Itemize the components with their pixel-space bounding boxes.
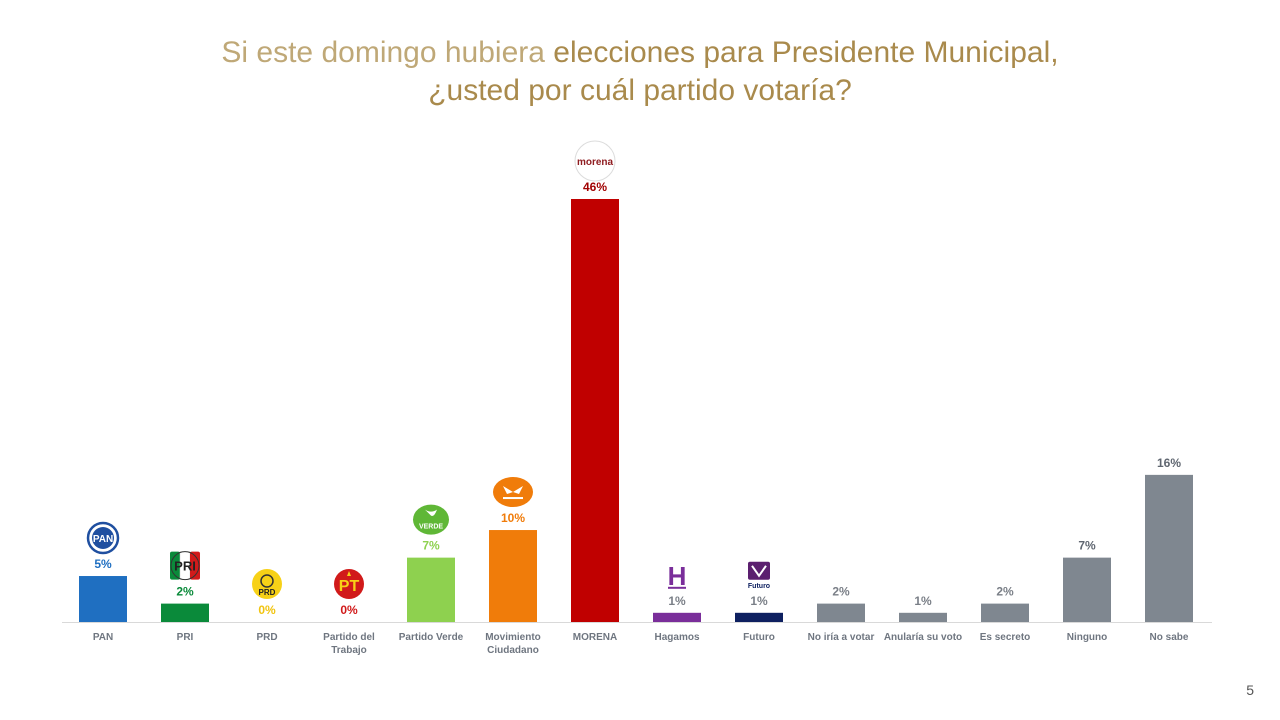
category-label-13: No sabe bbox=[1150, 632, 1189, 643]
pan-logo-icon: PAN bbox=[86, 521, 120, 555]
svg-text:morena: morena bbox=[577, 157, 614, 168]
data-label-10: 1% bbox=[914, 594, 932, 608]
svg-text:PRD: PRD bbox=[259, 588, 276, 597]
bar-12 bbox=[1063, 557, 1111, 622]
bar-11 bbox=[981, 603, 1029, 622]
category-label-0: PAN bbox=[93, 632, 113, 643]
category-label-12: Ninguno bbox=[1067, 632, 1108, 643]
prd-logo-icon: PRD bbox=[252, 569, 282, 599]
category-label-5-line-2: Ciudadano bbox=[487, 645, 539, 656]
svg-text:PRI: PRI bbox=[174, 559, 196, 574]
chart-title: Si este domingo hubiera elecciones para … bbox=[0, 34, 1280, 110]
data-label-8: 1% bbox=[750, 594, 768, 608]
bar-10 bbox=[899, 612, 947, 622]
svg-text:VERDE: VERDE bbox=[419, 524, 443, 531]
data-label-12: 7% bbox=[1078, 539, 1096, 553]
bar-13 bbox=[1145, 474, 1193, 622]
data-label-11: 2% bbox=[996, 585, 1014, 599]
bar-6 bbox=[571, 199, 619, 622]
pri-logo-icon: PRI bbox=[170, 551, 200, 581]
svg-text:Futuro: Futuro bbox=[748, 583, 770, 590]
data-label-9: 2% bbox=[832, 585, 850, 599]
svg-text:PAN: PAN bbox=[93, 534, 113, 545]
data-label-7: 1% bbox=[668, 594, 686, 608]
category-label-3: Partido del bbox=[323, 632, 375, 643]
category-label-8: Futuro bbox=[743, 632, 775, 643]
mc-logo-icon bbox=[493, 477, 533, 508]
title-line-1: Si este domingo hubiera elecciones para … bbox=[0, 34, 1280, 72]
bar-5 bbox=[489, 530, 537, 622]
svg-text:H: H bbox=[668, 561, 687, 591]
page-number: 5 bbox=[1246, 682, 1254, 698]
bar-9 bbox=[817, 603, 865, 622]
category-label-6: MORENA bbox=[573, 632, 617, 643]
category-label-2: PRD bbox=[256, 632, 277, 643]
category-label-7: Hagamos bbox=[654, 632, 699, 643]
futuro-logo-icon: Futuro bbox=[748, 561, 770, 590]
data-label-6: 46% bbox=[583, 180, 607, 194]
data-label-3: 0% bbox=[340, 603, 358, 617]
category-label-5: Movimiento bbox=[485, 632, 541, 643]
title-line-1-light: Si este domingo hubiera bbox=[221, 36, 554, 69]
bar-7 bbox=[653, 612, 701, 622]
data-label-1: 2% bbox=[176, 585, 194, 599]
bar-8 bbox=[735, 612, 783, 622]
bar-1 bbox=[161, 603, 209, 622]
data-label-4: 7% bbox=[422, 539, 440, 553]
category-label-1: PRI bbox=[177, 632, 194, 643]
pt-logo-icon: PT bbox=[334, 569, 364, 599]
svg-text:PT: PT bbox=[339, 578, 360, 595]
title-line-2: ¿usted por cuál partido votaría? bbox=[428, 74, 852, 107]
category-label-11: Es secreto bbox=[980, 632, 1031, 643]
data-label-5: 10% bbox=[501, 511, 525, 525]
category-label-9: No iría a votar bbox=[808, 632, 875, 643]
title-line-1-bold: elecciones para Presidente Municipal, bbox=[553, 36, 1059, 69]
data-label-2: 0% bbox=[258, 603, 276, 617]
data-label-13: 16% bbox=[1157, 456, 1181, 470]
category-label-4: Partido Verde bbox=[399, 632, 464, 643]
data-label-0: 5% bbox=[94, 557, 112, 571]
bar-0 bbox=[79, 576, 127, 622]
morena-logo-icon: morena bbox=[574, 140, 616, 182]
verde-logo-icon: VERDE bbox=[413, 504, 449, 535]
hagamos-logo-icon: H bbox=[668, 561, 687, 591]
bar-4 bbox=[407, 557, 455, 622]
category-label-10: Anularía su voto bbox=[884, 632, 962, 643]
category-label-3-line-2: Trabajo bbox=[331, 645, 367, 656]
